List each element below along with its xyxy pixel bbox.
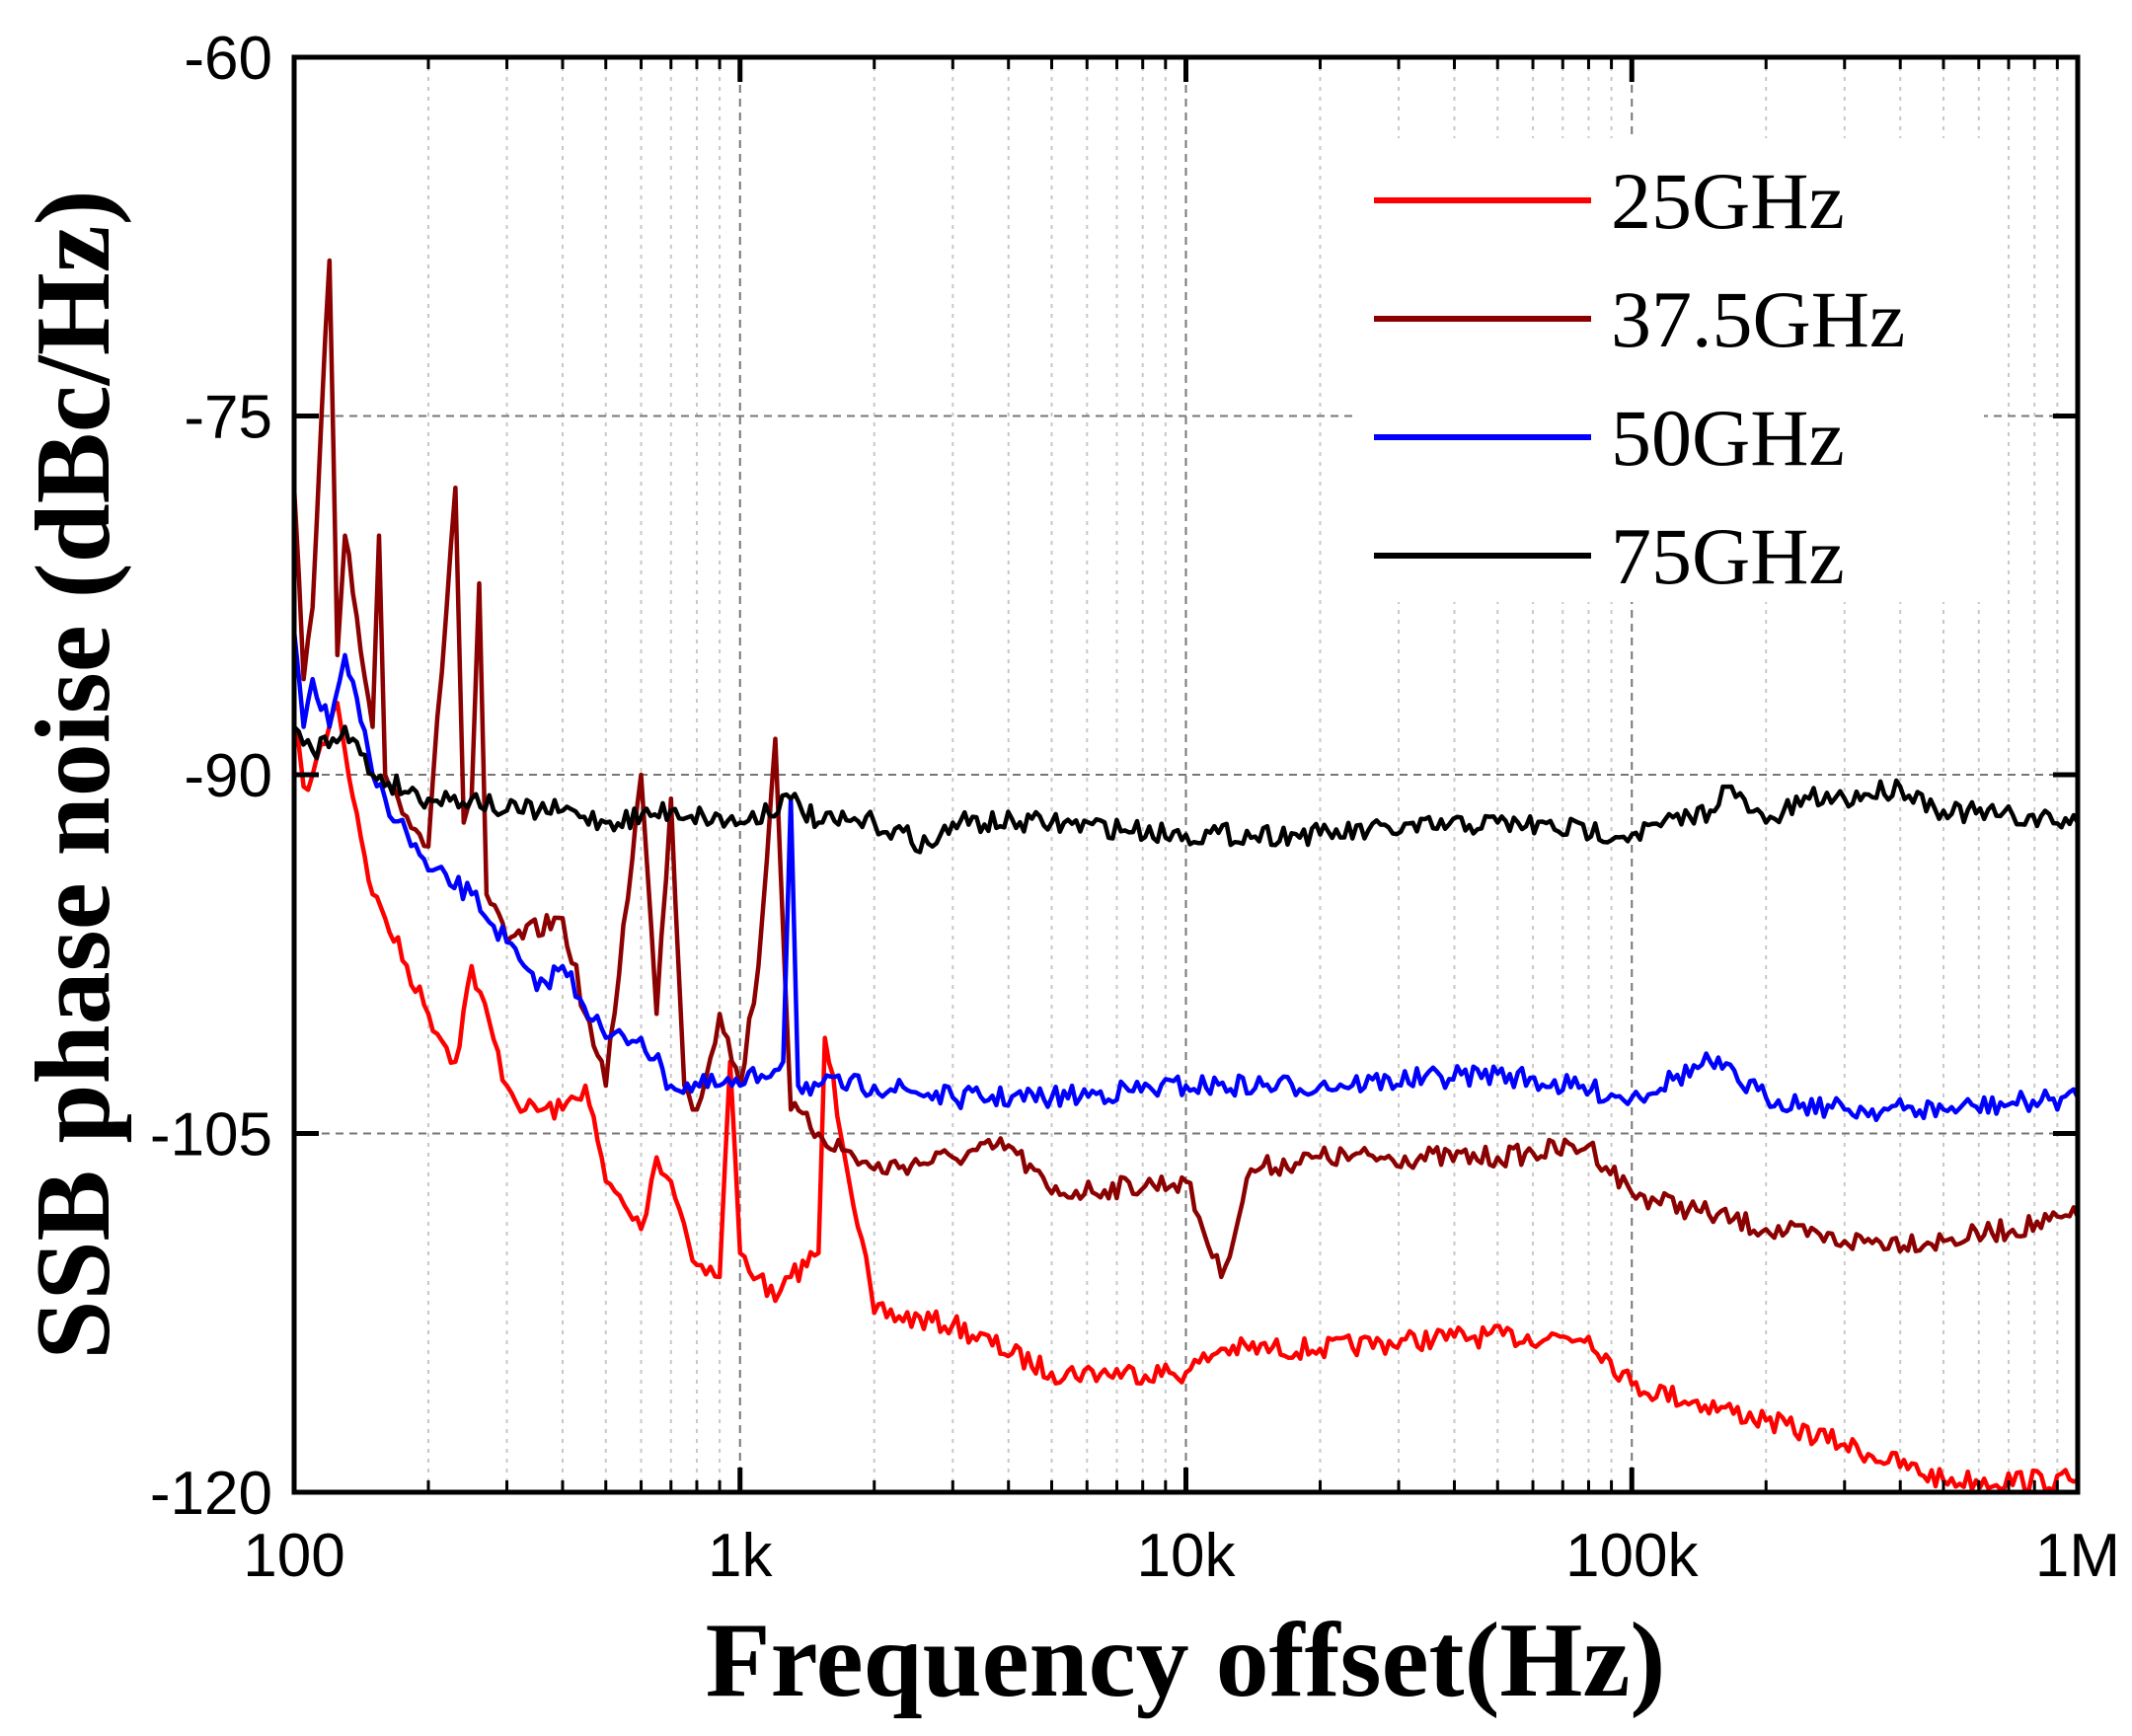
y-axis-title: SSB phase noise (dBc/Hz) [15,189,132,1359]
y-tick-label: -60 [184,25,272,93]
series-line-75ghz [292,724,2080,855]
y-tick-label: -75 [184,384,272,452]
legend-background [1352,138,1984,602]
x-tick-label: 1k [708,1522,773,1590]
x-tick-label: 100k [1565,1522,1699,1590]
legend-label: 25GHz [1611,156,1845,246]
series-line-37-5ghz [291,258,2081,1280]
x-tick-label: 10k [1137,1522,1237,1590]
x-tick-label: 100 [243,1522,344,1590]
y-tick-label: -90 [184,742,272,810]
y-tick-label: -105 [150,1101,272,1170]
x-tick-label: 1M [2035,1522,2120,1590]
legend: 25GHz 37.5GHz 50GHz 75GHz [1352,138,1984,602]
ticks: 100 1k 10k 100k 1M -60 -75 -90 -105 -120 [150,25,2120,1590]
legend-label: 75GHz [1611,511,1845,601]
series-line-25ghz [291,701,2079,1493]
series-group [291,258,2081,1493]
legend-label: 37.5GHz [1611,274,1905,364]
y-tick-label: -120 [150,1460,272,1528]
x-axis-title: Frequency offset(Hz) [706,1602,1666,1719]
legend-label: 50GHz [1611,393,1845,483]
series-line-50ghz [291,631,2081,1123]
